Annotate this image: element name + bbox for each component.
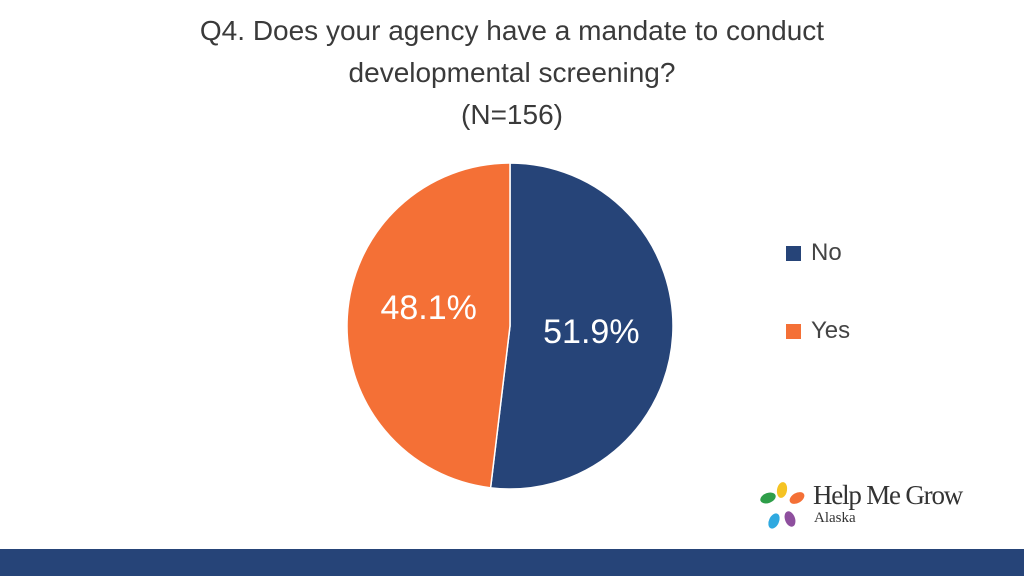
logo-name: Help Me Grow (813, 480, 963, 510)
chart-legend: No Yes (786, 236, 850, 392)
pie-slice-no (489, 162, 674, 490)
data-label-yes: 48.1% (380, 289, 476, 327)
legend-label-yes: Yes (811, 317, 851, 344)
legend-swatch-no (786, 245, 801, 261)
footer-bar (0, 549, 1024, 576)
title-line-1: Q4. Does your agency have a mandate to c… (199, 15, 825, 46)
logo-petal-green (760, 492, 776, 504)
pie-slice-yes (346, 162, 511, 489)
legend-item-no: No (786, 236, 850, 270)
legend-item-yes: Yes (786, 314, 850, 348)
logo-text: Help Me Grow Alaska (813, 480, 963, 526)
chart-title: Q4. Does your agency have a mandate to c… (112, 10, 912, 136)
help-me-grow-logo: Help Me Grow Alaska (755, 480, 995, 536)
logo-petal-orange (789, 492, 805, 504)
legend-label-no: No (811, 239, 842, 266)
legend-swatch-yes (786, 323, 801, 339)
title-line-2: developmental screening? (348, 57, 676, 88)
logo-petal-blue (768, 513, 780, 529)
flower-logo-icon (760, 482, 805, 529)
data-label-no: 51.9% (543, 313, 639, 351)
logo-petal-yellow (776, 482, 788, 498)
title-line-3: (N=156) (461, 99, 563, 130)
logo-subtitle: Alaska (814, 510, 856, 526)
logo-petal-purple (784, 511, 796, 527)
